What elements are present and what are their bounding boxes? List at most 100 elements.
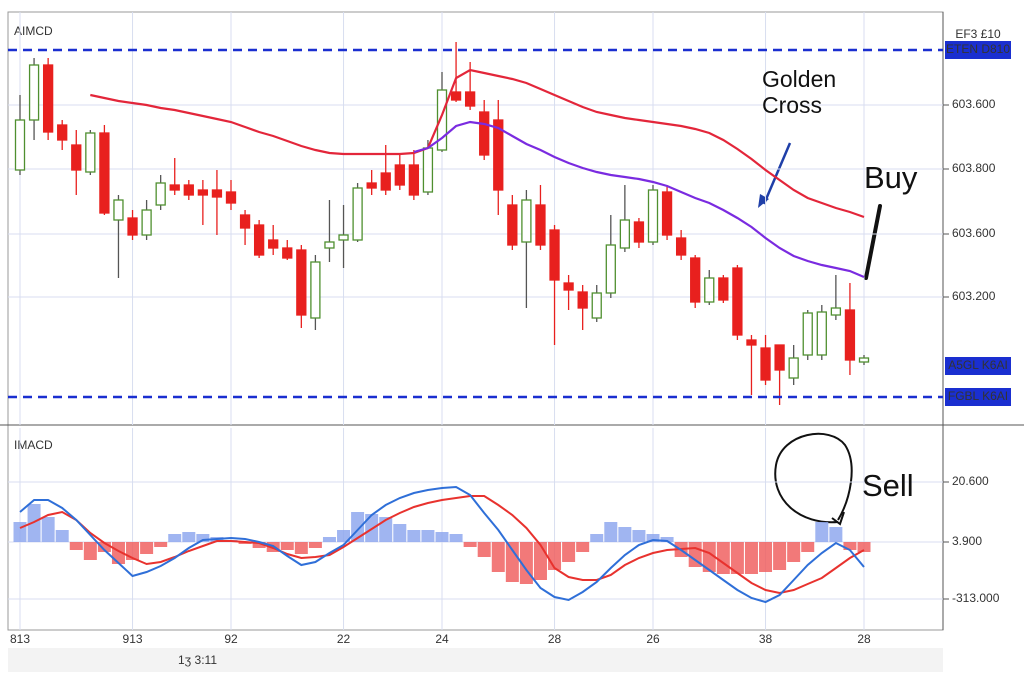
candle-body <box>647 189 659 243</box>
candle-body <box>141 209 152 236</box>
x-tick-label: 813 <box>10 632 30 646</box>
candle-body <box>282 247 293 259</box>
candle-body <box>310 261 321 319</box>
price-tag-label: ETEN D810 <box>946 42 1010 56</box>
arrow-head <box>758 194 769 208</box>
candle-body <box>155 182 166 206</box>
candle-body <box>563 282 574 291</box>
candle-body <box>436 89 448 151</box>
histogram-bar <box>702 542 716 572</box>
price-tag-label: EF3 £10 <box>955 27 1001 41</box>
candle-body <box>408 164 420 196</box>
annotation: Golden Cross <box>762 66 837 119</box>
candle-body <box>858 357 870 363</box>
histogram-bar <box>435 532 449 542</box>
histogram-bar <box>491 542 505 572</box>
candle-body <box>690 257 701 303</box>
histogram-bar <box>83 542 97 560</box>
x-tick-label: 913 <box>123 632 143 646</box>
histogram-bar <box>744 542 758 574</box>
y-tick-label: 603.600 <box>952 226 996 240</box>
circle-mark <box>774 432 853 524</box>
histogram-bar <box>801 542 815 552</box>
histogram-bar <box>787 542 801 562</box>
candle-body <box>225 191 237 204</box>
histogram-bar <box>308 542 322 548</box>
candle-body <box>746 339 757 346</box>
candle-body <box>605 244 616 294</box>
arrow <box>762 142 792 205</box>
x-tick-label: 28 <box>857 632 871 646</box>
y-tick-label: 603.600 <box>952 97 996 111</box>
candle-body <box>113 199 124 221</box>
candle-body <box>591 292 602 319</box>
histogram-bar <box>280 542 294 550</box>
price-tag <box>945 388 1011 406</box>
y-tick-label: 20.600 <box>952 474 989 488</box>
candle-body <box>352 187 363 241</box>
arrow <box>864 204 882 280</box>
price-tag <box>945 41 1011 59</box>
footer-bar <box>8 648 943 672</box>
y-tick-label: -313.000 <box>952 591 1000 605</box>
candle-body <box>14 119 26 171</box>
candle-body <box>422 147 434 193</box>
candle-body <box>619 219 631 249</box>
histogram-bar <box>660 537 674 542</box>
candle-body <box>802 312 813 356</box>
moving-average <box>90 68 865 219</box>
price-tag <box>945 357 1011 375</box>
histogram-bar <box>576 542 590 552</box>
arrow-head <box>831 511 845 526</box>
candle-body <box>42 64 54 133</box>
x-tick-label: 26 <box>646 632 660 646</box>
x-tick-label: 22 <box>337 632 351 646</box>
candle-body <box>675 237 687 256</box>
histogram-bar <box>857 542 871 552</box>
histogram-bar <box>111 542 125 564</box>
candle-body <box>549 229 560 281</box>
histogram-bar <box>182 532 196 542</box>
x-tick-label: 28 <box>548 632 562 646</box>
candle-body <box>718 277 729 301</box>
histogram-bar <box>590 534 604 542</box>
candle-body <box>197 189 209 196</box>
candle-body <box>661 191 673 236</box>
candle-body <box>760 347 771 381</box>
candle-body <box>479 111 490 156</box>
histogram-bar <box>548 542 562 570</box>
candle-body <box>296 249 307 316</box>
candle-body <box>507 204 518 246</box>
histogram-bar <box>843 542 857 550</box>
histogram-bar <box>337 530 351 542</box>
candle-body <box>704 277 715 303</box>
macd-line <box>19 485 865 604</box>
annotation: Sell <box>862 468 914 503</box>
candle-body <box>844 309 856 361</box>
histogram-bar <box>97 542 111 552</box>
y-tick-label: 3.900 <box>952 534 982 548</box>
candle-body <box>169 184 180 191</box>
candle-body <box>633 221 645 243</box>
moving-average <box>413 120 865 279</box>
y-tick-label: 603.800 <box>952 161 996 175</box>
candle-body <box>57 124 68 141</box>
histogram-bar <box>449 534 463 542</box>
histogram-bar <box>505 542 519 582</box>
histogram-bar <box>562 542 576 562</box>
candle-body <box>71 144 82 171</box>
histogram-bar <box>716 542 730 574</box>
histogram-bar <box>829 527 843 542</box>
histogram-bar <box>294 542 308 554</box>
y-tick-label: 603.200 <box>952 289 996 303</box>
candle-body <box>394 164 405 186</box>
histogram-bar <box>646 534 660 542</box>
histogram-bar <box>252 542 266 548</box>
histogram-bar <box>393 524 407 542</box>
candle-body <box>380 172 391 191</box>
annotation: Buy <box>864 160 918 195</box>
candle-body <box>253 224 265 256</box>
histogram-bar <box>322 537 336 542</box>
